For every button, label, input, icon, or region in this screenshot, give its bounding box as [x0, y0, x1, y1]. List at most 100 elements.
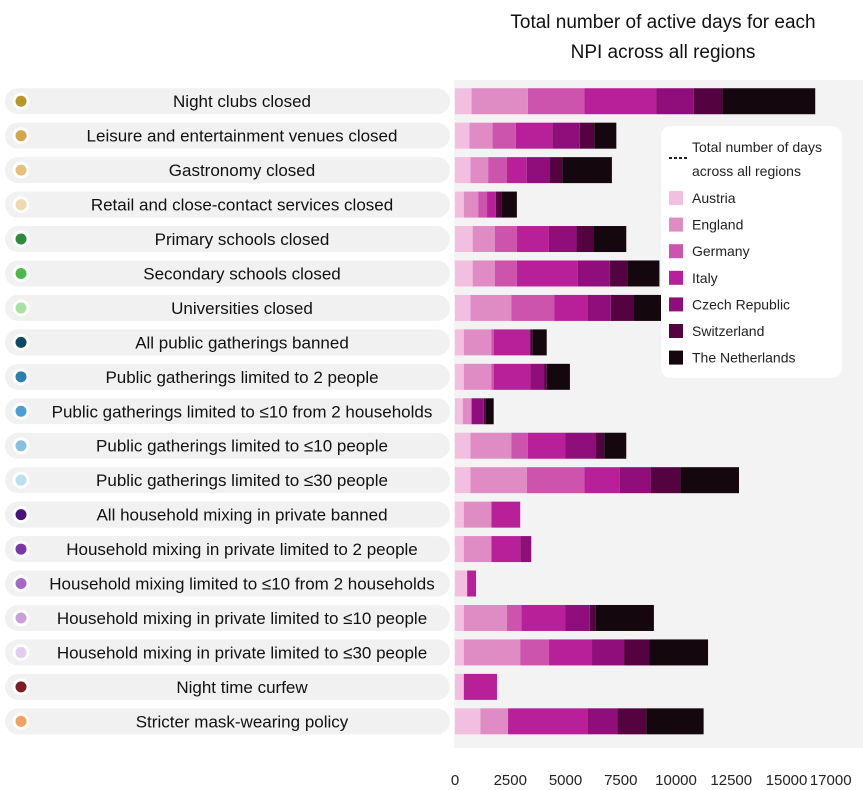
category-dot [15, 509, 27, 521]
legend-box [661, 126, 842, 378]
legend-label: Germany [692, 243, 750, 259]
category-dot [15, 302, 27, 314]
bar-segment [548, 639, 593, 666]
category-dot [15, 130, 27, 142]
row-background [5, 501, 450, 528]
bar-segment [592, 639, 625, 666]
legend-reference-label-1: Total number of days [692, 139, 822, 155]
bar-segment [480, 708, 509, 735]
category-label: Household mixing in private limited to 2… [66, 540, 418, 559]
bar-segment [587, 294, 611, 321]
bar-segment [471, 398, 484, 425]
bar-segment [485, 398, 494, 425]
category-dot [15, 543, 27, 555]
row-background [5, 157, 450, 184]
bar-segment [455, 260, 473, 287]
legend-label: The Netherlands [692, 350, 796, 366]
row-background [5, 432, 450, 459]
bar-segment [455, 570, 468, 597]
legend-label: Italy [692, 270, 718, 286]
category-dot [15, 474, 27, 486]
category-label: Household mixing in private limited to ≤… [57, 609, 427, 628]
bar-segment [550, 157, 563, 184]
bar-segment [463, 639, 521, 666]
bar-segment [455, 294, 471, 321]
row-background [5, 363, 450, 390]
category-label: Night clubs closed [173, 92, 311, 111]
x-tick-label: 17000 [810, 772, 852, 789]
category-dot [15, 164, 27, 176]
bar-segment [463, 329, 492, 356]
bar-segment [467, 570, 476, 597]
bar-segment [515, 122, 553, 149]
category-dot [15, 371, 27, 383]
row-background [5, 570, 450, 597]
bar-segment [493, 329, 531, 356]
bar-segment [554, 294, 588, 321]
bar-segment [472, 260, 495, 287]
row-background [5, 122, 450, 149]
bar-segment [478, 191, 488, 218]
bar-segment [604, 432, 627, 459]
legend-reference-label-2: across all regions [692, 163, 801, 179]
bar-segment [491, 501, 521, 528]
bar-segment [649, 639, 709, 666]
x-tick-label: 2500 [494, 772, 527, 789]
bar-segment [527, 88, 585, 115]
x-tick-label: 12500 [710, 772, 752, 789]
bar-segment [501, 191, 517, 218]
category-dot [15, 95, 27, 107]
row-background [5, 398, 450, 425]
bar-segment [656, 88, 694, 115]
bar-segment [469, 122, 493, 149]
bar-segment [455, 536, 464, 563]
category-label: Leisure and entertainment venues closed [87, 127, 398, 146]
legend-swatch [669, 191, 683, 205]
legend-swatch [669, 270, 683, 285]
row-background [5, 260, 450, 287]
bar-segment [506, 157, 527, 184]
legend-label: Austria [692, 190, 736, 206]
bar-segment [463, 604, 507, 631]
bar-segment [579, 122, 595, 149]
bar-segment [455, 191, 464, 218]
bar-segment [491, 363, 494, 390]
bar-segment [463, 191, 479, 218]
category-label: Public gatherings limited to ≤10 from 2 … [52, 402, 433, 421]
bar-segment [492, 122, 516, 149]
bar-segment [463, 673, 497, 700]
bar-segment [627, 260, 660, 287]
category-label: Household mixing in private limited to ≤… [57, 643, 427, 662]
bar-segment [593, 226, 627, 253]
legend-swatch [669, 217, 683, 232]
row-background [5, 536, 450, 563]
bar-segment [565, 432, 596, 459]
bar-segment [493, 363, 531, 390]
x-tick-label: 15000 [766, 772, 808, 789]
bar-segment [526, 157, 551, 184]
bar-segment [455, 432, 471, 459]
bar-segment [455, 708, 481, 735]
row-background [5, 88, 450, 115]
bar-segment [511, 432, 528, 459]
chart-title-line-1: Total number of active days for each [510, 12, 815, 33]
bar-segment [530, 363, 545, 390]
category-dot [15, 267, 27, 279]
bar-segment [491, 536, 521, 563]
bar-segment [506, 604, 522, 631]
category-label: Household mixing limited to ≤10 from 2 h… [49, 575, 434, 594]
bar-segment [576, 226, 594, 253]
legend-label: Czech Republic [692, 296, 790, 312]
category-dot [15, 646, 27, 658]
bar-segment [494, 226, 517, 253]
bar-segment [552, 122, 580, 149]
bar-segment [483, 398, 486, 425]
legend-swatch [669, 297, 683, 312]
bar-segment [722, 88, 816, 115]
bar-segment [650, 467, 681, 494]
bar-segment [455, 363, 464, 390]
bar-segment [463, 363, 492, 390]
row-background [5, 226, 450, 253]
bar-segment [646, 708, 704, 735]
legend-swatch [669, 324, 683, 338]
